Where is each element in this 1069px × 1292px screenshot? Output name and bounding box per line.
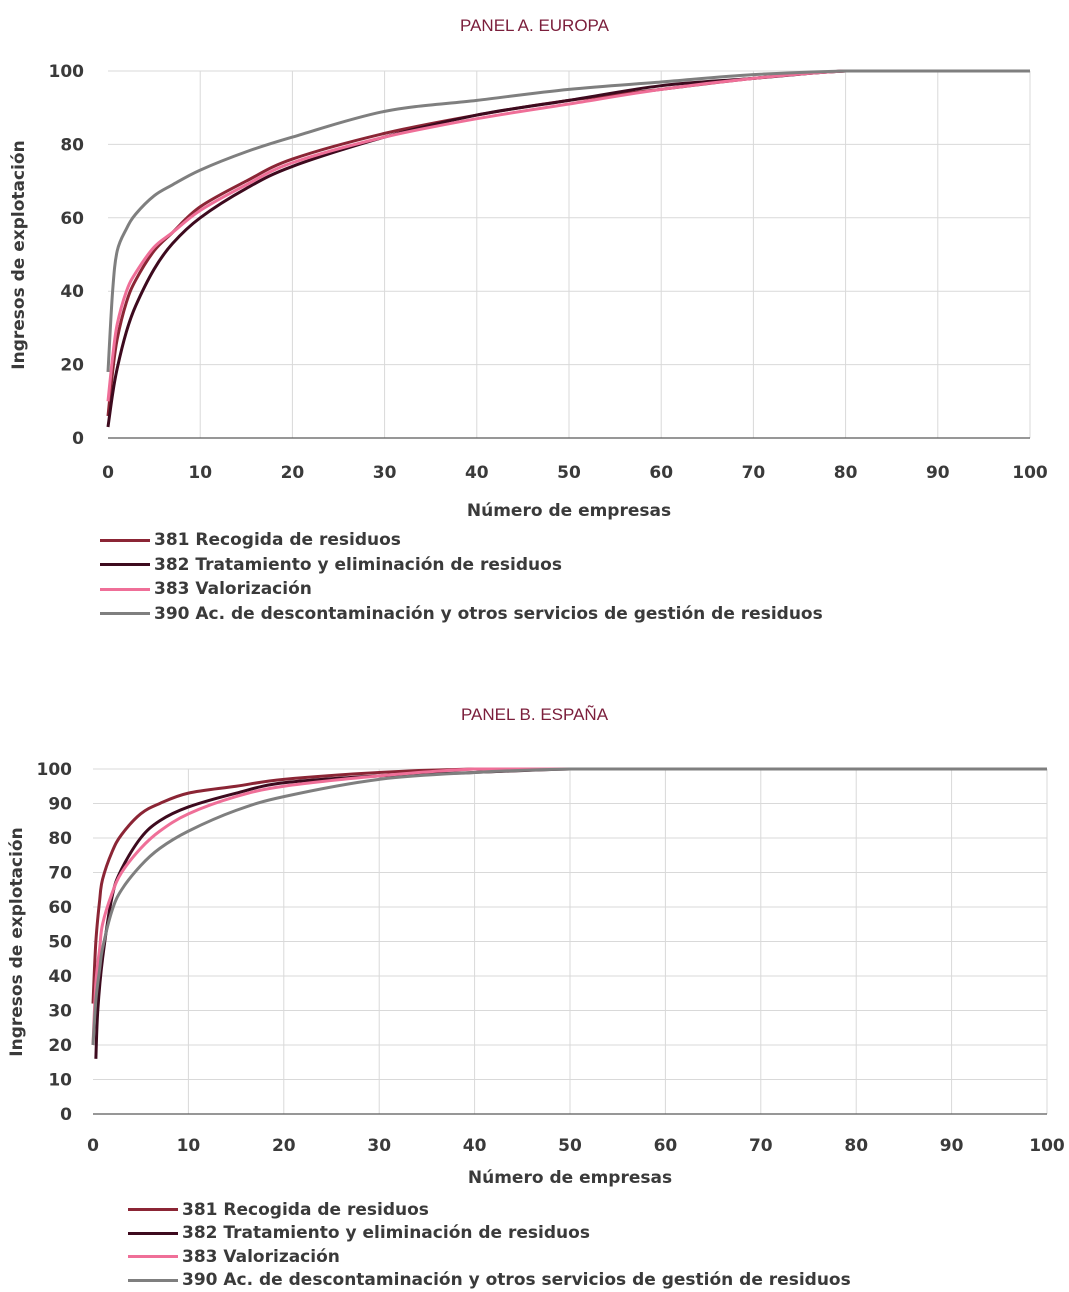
legend-label: 382 Tratamiento y eliminación de residuo… (182, 1223, 590, 1244)
y-axis-title: Ingresos de explotación (9, 140, 29, 369)
x-tick-label: 100 (1029, 1136, 1065, 1156)
legend-label: 381 Recogida de residuos (154, 530, 401, 551)
x-tick-label: 50 (558, 1136, 582, 1156)
x-tick-label: 90 (926, 463, 950, 483)
panel-a-legend: 381 Recogida de residuos 382 Tratamiento … (100, 528, 823, 626)
x-tick-label: 90 (940, 1136, 964, 1156)
series-line-390 (106, 69, 1030, 373)
y-tick-label: 20 (48, 1036, 72, 1056)
y-tick-label: 90 (48, 795, 72, 815)
legend-item: 390 Ac. de descontaminación y otros serv… (100, 602, 823, 627)
y-tick-label: 40 (60, 282, 84, 302)
panel-b-chart: 0 10 20 30 40 50 60 70 80 90 100 0 10 20 30 40 50 60 70 80 9… (7, 760, 1065, 1188)
x-tick-label: 60 (654, 1136, 678, 1156)
x-tick-label: 0 (102, 463, 114, 483)
x-tick-label: 10 (177, 1136, 201, 1156)
x-tick-label: 60 (649, 463, 673, 483)
legend-item: 390 Ac. de descontaminación y otros serv… (128, 1269, 851, 1292)
panel-b-title: PANEL B. ESPAÑA (460, 705, 609, 724)
y-tick-label: 60 (60, 209, 84, 229)
x-tick-label: 0 (87, 1136, 99, 1156)
x-tick-label: 50 (557, 463, 581, 483)
x-tick-label: 80 (834, 463, 858, 483)
panel-b-legend: 381 Recogida de residuos 382 Tratamiento … (128, 1198, 851, 1292)
legend-label: 382 Tratamiento y eliminación de residuo… (154, 554, 562, 575)
x-tick-label: 30 (367, 1136, 391, 1156)
y-tick-label: 20 (60, 356, 84, 376)
series-line-390 (91, 767, 1047, 1046)
legend-swatch (128, 1208, 178, 1212)
y-tick-label: 10 (48, 1071, 72, 1091)
x-tick-label: 70 (749, 1136, 773, 1156)
legend-label: 390 Ac. de descontaminación y otros serv… (154, 603, 823, 624)
x-tick-label: 30 (373, 463, 397, 483)
x-tick-label: 20 (281, 463, 305, 483)
x-tick-label: 40 (465, 463, 489, 483)
y-tick-label: 100 (49, 62, 85, 82)
x-tick-label: 10 (188, 463, 212, 483)
legend-swatch (128, 1255, 178, 1259)
y-tick-label: 80 (48, 829, 72, 849)
legend-label: 383 Valorización (154, 579, 312, 600)
y-tick-label: 80 (60, 135, 84, 155)
y-tick-label: 60 (48, 898, 72, 918)
legend-swatch (100, 587, 150, 591)
legend-swatch (100, 612, 150, 616)
legend-label: 381 Recogida de residuos (182, 1199, 429, 1220)
y-tick-label: 100 (37, 760, 73, 780)
legend-item: 383 Valorización (100, 577, 823, 602)
legend-item: 383 Valorización (128, 1245, 851, 1269)
legend-swatch (128, 1231, 178, 1235)
legend-label: 383 Valorización (182, 1246, 340, 1267)
x-tick-label: 80 (844, 1136, 868, 1156)
panel-a-chart: 0 10 20 30 40 50 60 70 80 90 100 0 20 40 60 80 100 Número… (9, 62, 1048, 521)
legend-item: 381 Recogida de residuos (100, 528, 823, 553)
y-tick-label: 50 (48, 933, 72, 953)
legend-label: 390 Ac. de descontaminación y otros serv… (182, 1270, 851, 1291)
legend-item: 381 Recogida de residuos (128, 1198, 851, 1222)
x-tick-label: 100 (1012, 463, 1048, 483)
panel-a-title: PANEL A. EUROPA (460, 16, 609, 35)
legend-item: 382 Tratamiento y eliminación de residuo… (100, 553, 823, 578)
legend-swatch (128, 1278, 178, 1282)
series-line-382 (94, 767, 1047, 1059)
x-tick-label: 40 (463, 1136, 487, 1156)
y-tick-label: 70 (48, 864, 72, 884)
y-tick-label: 30 (48, 1002, 72, 1022)
legend-swatch (100, 563, 150, 567)
series-line-383 (106, 69, 1030, 402)
x-axis-title: Número de empresas (468, 1168, 672, 1188)
y-tick-label: 0 (60, 1105, 72, 1125)
y-axis-title: Ingresos de explotación (7, 827, 27, 1056)
legend-swatch (100, 538, 150, 542)
x-axis-title: Número de empresas (467, 501, 671, 521)
legend-item: 382 Tratamiento y eliminación de residuo… (128, 1222, 851, 1246)
x-tick-label: 20 (272, 1136, 296, 1156)
x-tick-label: 70 (742, 463, 766, 483)
y-tick-label: 40 (48, 967, 72, 987)
y-tick-label: 0 (72, 429, 84, 449)
